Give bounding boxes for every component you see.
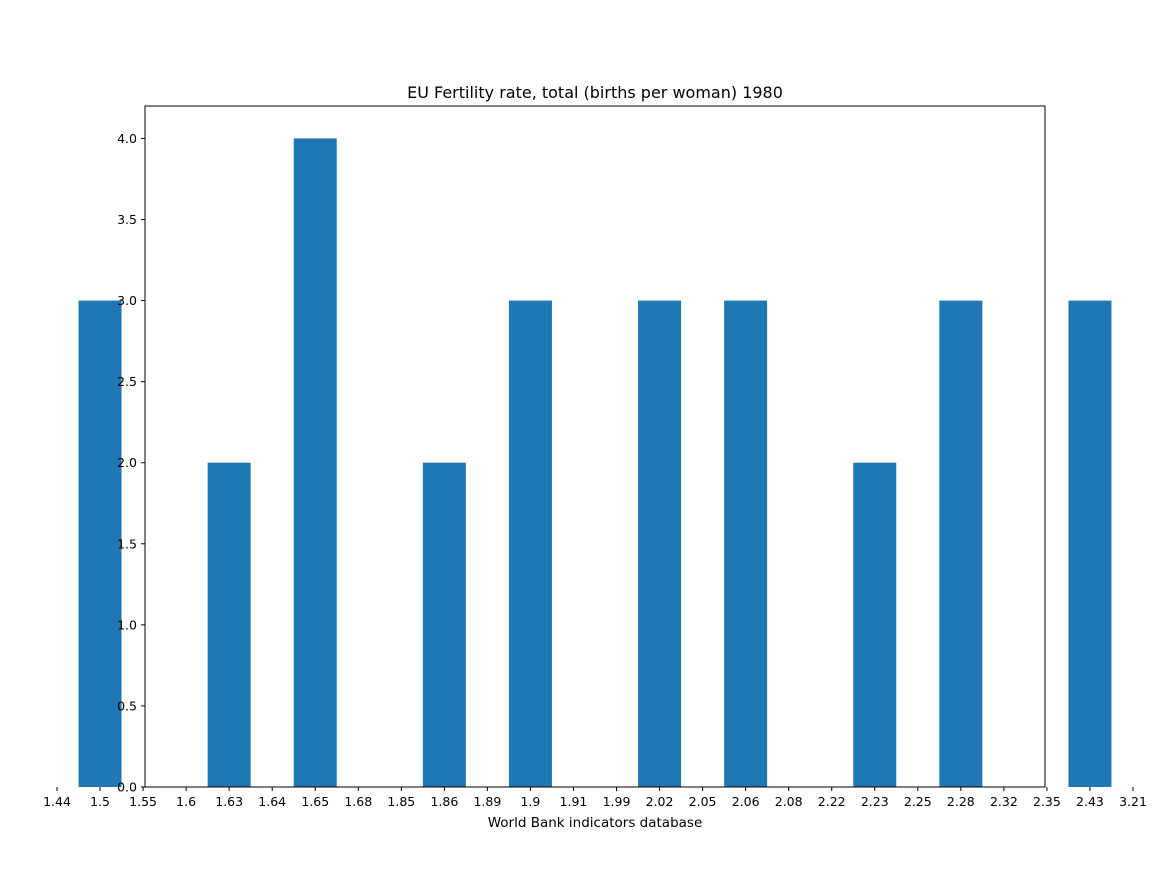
x-tick-label: 2.28 xyxy=(947,794,975,809)
bar-2.06 xyxy=(724,300,768,787)
bars-group xyxy=(78,138,1112,787)
bar-2.28 xyxy=(939,300,983,787)
y-tick-label: 1.5 xyxy=(117,536,137,551)
y-tick-label: 0.0 xyxy=(117,780,137,795)
bar-1.63 xyxy=(207,462,251,787)
x-tick-label: 2.23 xyxy=(861,794,889,809)
x-tick-label: 2.43 xyxy=(1076,794,1104,809)
x-tick-label: 1.5 xyxy=(90,794,110,809)
y-axis: 0.0 0.5 1.0 1.5 2.0 2.5 3.0 3.5 4.0 xyxy=(117,131,145,795)
x-tick-label: 2.35 xyxy=(1033,794,1061,809)
x-tick-label: 1.6 xyxy=(176,794,196,809)
bar-2.02 xyxy=(638,300,682,787)
y-tick-label: 2.0 xyxy=(117,455,137,470)
x-tick-label: 1.9 xyxy=(520,794,540,809)
bar-1.65 xyxy=(293,138,337,787)
x-tick-label: 1.68 xyxy=(344,794,372,809)
x-axis: 1.44 1.5 1.55 1.6 1.63 1.64 1.65 1.68 1.85 1.86 1.… xyxy=(43,787,1147,809)
x-tick-label: 1.63 xyxy=(215,794,243,809)
x-tick-label: 1.91 xyxy=(560,794,588,809)
x-tick-label: 1.86 xyxy=(430,794,458,809)
bar-1.5 xyxy=(78,300,122,787)
plot-frame xyxy=(144,105,1046,788)
x-tick-label: 2.02 xyxy=(646,794,674,809)
x-tick-label: 2.32 xyxy=(990,794,1018,809)
y-tick-label: 0.5 xyxy=(117,698,137,713)
x-tick-label: 1.89 xyxy=(473,794,501,809)
y-tick-label: 4.0 xyxy=(117,131,137,146)
x-tick-label: 1.99 xyxy=(603,794,631,809)
x-tick-label: 2.22 xyxy=(818,794,846,809)
x-tick-label: 2.08 xyxy=(775,794,803,809)
bar-2.43 xyxy=(1068,300,1112,787)
bar-1.9 xyxy=(508,300,552,787)
bar-2.23 xyxy=(853,462,897,787)
chart-title: EU Fertility rate, total (births per wom… xyxy=(407,83,783,102)
x-tick-label: 2.05 xyxy=(689,794,717,809)
y-tick-label: 1.0 xyxy=(117,617,137,632)
x-tick-label: 1.85 xyxy=(387,794,415,809)
x-tick-label: 1.44 xyxy=(43,794,71,809)
y-tick-label: 3.5 xyxy=(117,212,137,227)
x-tick-label: 1.55 xyxy=(129,794,157,809)
y-tick-label: 3.0 xyxy=(117,293,137,308)
x-tick-label: 1.65 xyxy=(301,794,329,809)
x-tick-label: 2.06 xyxy=(732,794,760,809)
x-tick-label: 3.21 xyxy=(1119,794,1147,809)
x-axis-label: World Bank indicators database xyxy=(488,815,703,831)
y-tick-label: 2.5 xyxy=(117,374,137,389)
x-tick-label: 2.25 xyxy=(904,794,932,809)
x-tick-label: 1.64 xyxy=(258,794,286,809)
bar-1.86 xyxy=(422,462,466,787)
